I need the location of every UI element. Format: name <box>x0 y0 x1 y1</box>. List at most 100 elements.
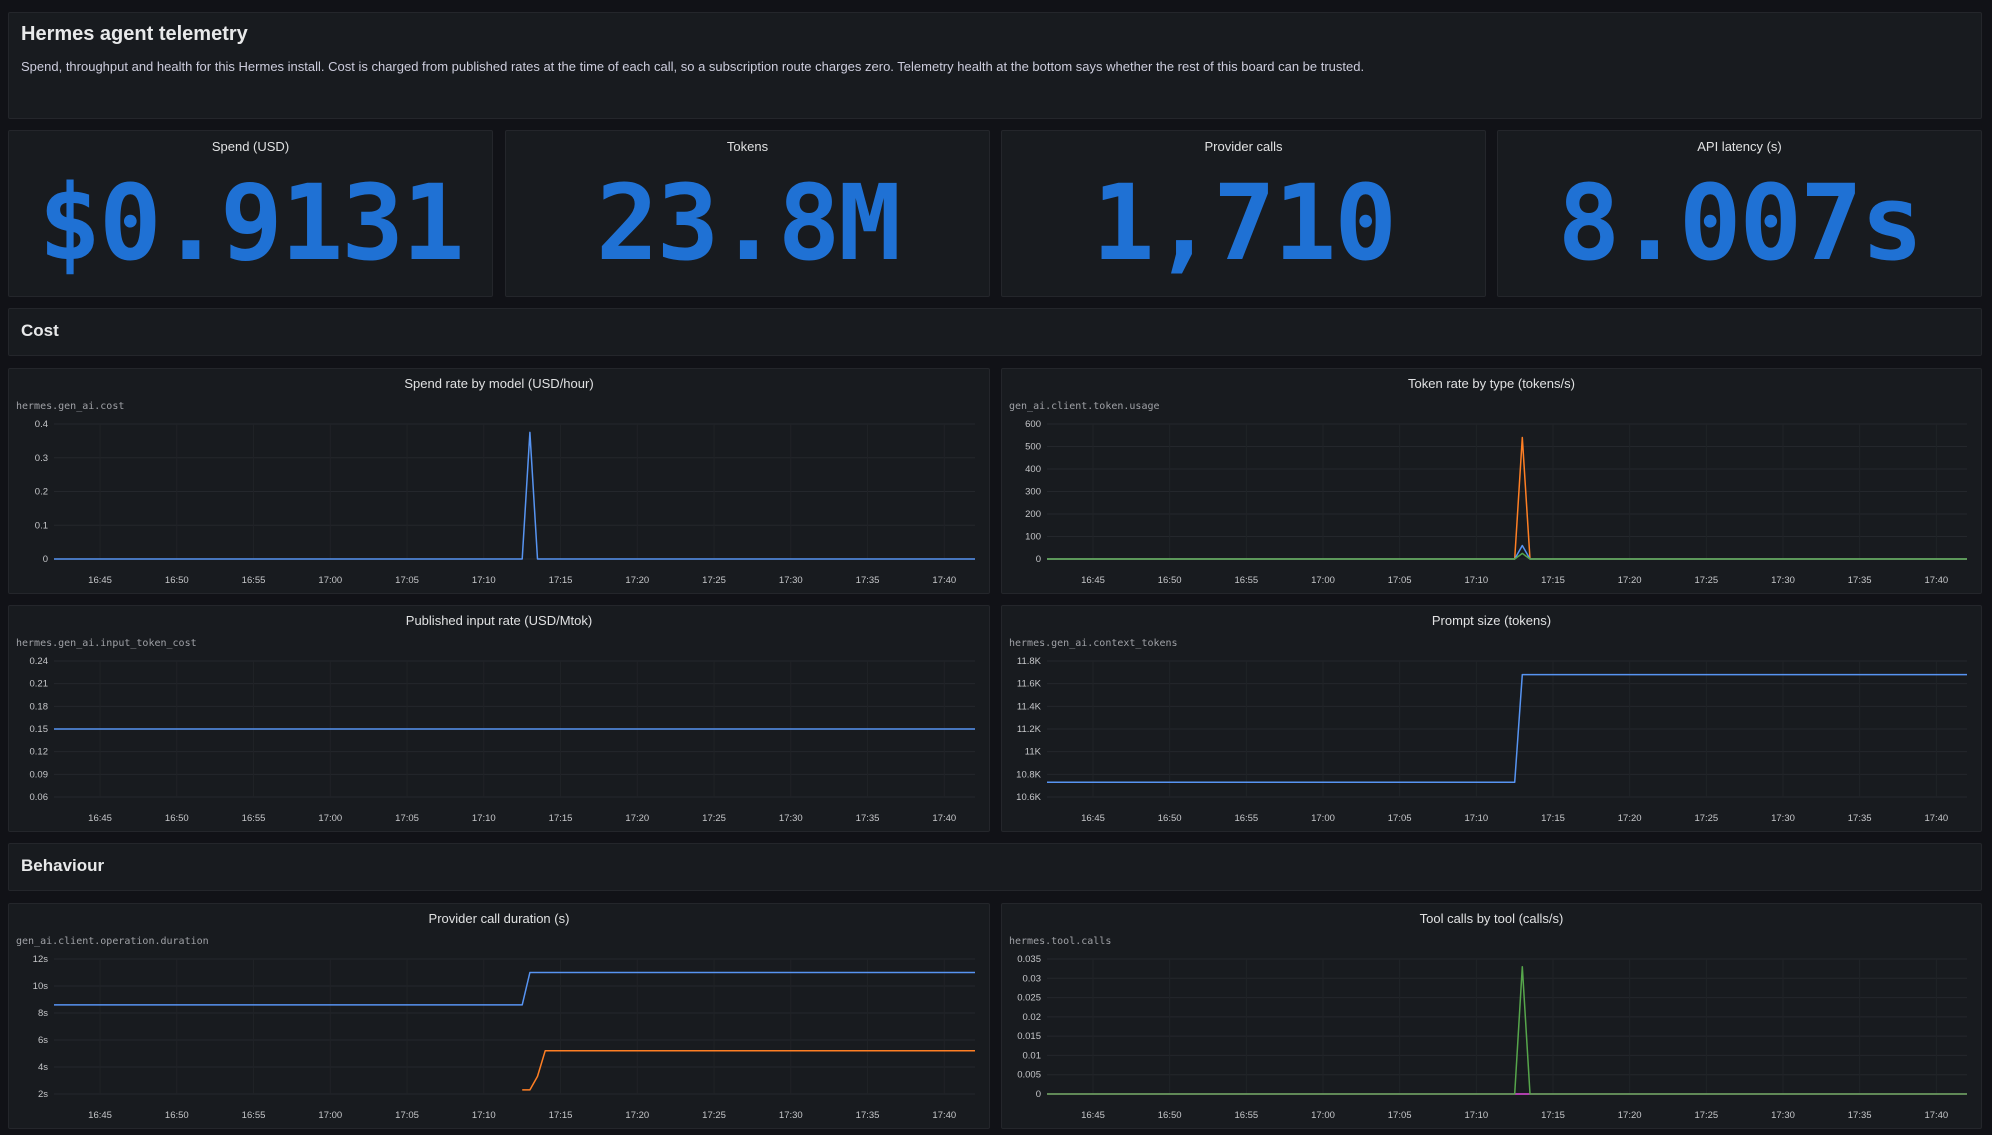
x-tick-label: 16:55 <box>242 575 266 586</box>
x-tick-label: 17:25 <box>702 575 726 586</box>
x-tick-label: 17:40 <box>932 813 956 824</box>
chart-panel-prompt-size[interactable]: Prompt size (tokens) hermes.gen_ai.conte… <box>1001 605 1982 832</box>
x-tick-label: 17:00 <box>318 575 342 586</box>
x-tick-label: 17:15 <box>1541 1110 1565 1121</box>
y-tick-label: 11.6K <box>1017 679 1042 690</box>
stat-label: Spend (USD) <box>211 139 290 154</box>
y-tick-label: 2s <box>38 1089 48 1100</box>
x-tick-label: 17:35 <box>1848 1110 1872 1121</box>
x-tick-label: 16:50 <box>1158 813 1182 824</box>
x-tick-label: 16:45 <box>88 813 112 824</box>
x-tick-label: 16:45 <box>1081 813 1105 824</box>
y-tick-label: 0.21 <box>30 679 49 690</box>
chart-title: Token rate by type (tokens/s) <box>1408 376 1575 391</box>
x-tick-label: 16:50 <box>1158 575 1182 586</box>
x-tick-label: 16:55 <box>1234 575 1258 586</box>
stat-panel-api-latency[interactable]: API latency (s) 8.007s <box>1497 130 1982 297</box>
stat-label: API latency (s) <box>1697 139 1782 154</box>
section-row-cost[interactable]: Cost <box>8 308 1982 356</box>
x-tick-label: 17:40 <box>932 575 956 586</box>
chart-title: Published input rate (USD/Mtok) <box>405 613 593 628</box>
x-tick-label: 17:05 <box>1388 813 1412 824</box>
dashboard-header-panel: Hermes agent telemetry Spend, throughput… <box>8 12 1982 119</box>
series-line <box>1047 436 1967 560</box>
y-tick-label: 11.8K <box>1017 656 1042 667</box>
dashboard-title: Hermes agent telemetry <box>21 23 248 45</box>
x-tick-label: 17:35 <box>1848 813 1872 824</box>
y-tick-label: 500 <box>1025 442 1041 453</box>
stat-panel-provider-calls[interactable]: Provider calls 1,710 <box>1001 130 1486 297</box>
x-tick-label: 16:50 <box>1158 1110 1182 1121</box>
y-tick-label: 0.035 <box>1017 954 1041 965</box>
chart-plot-area: 0 0.1 0.2 0.3 0.4 16:45 16:50 16:55 17:00 17:05 17… <box>35 419 975 586</box>
x-tick-label: 16:45 <box>88 575 112 586</box>
x-tick-label: 17:30 <box>1771 813 1795 824</box>
y-tick-label: 10.8K <box>1016 769 1041 780</box>
chart-panel-tool-calls[interactable]: Tool calls by tool (calls/s) hermes.tool… <box>1001 903 1982 1129</box>
chart-panel-call-duration[interactable]: Provider call duration (s) gen_ai.client… <box>8 903 990 1129</box>
x-tick-label: 17:10 <box>472 813 496 824</box>
stat-value: $0.9131 <box>38 162 464 284</box>
y-tick-label: 0.03 <box>1023 973 1042 984</box>
x-tick-label: 17:10 <box>1464 575 1488 586</box>
y-tick-label: 11K <box>1025 747 1042 758</box>
y-tick-label: 4s <box>38 1062 48 1073</box>
y-tick-label: 8s <box>38 1008 48 1019</box>
x-tick-label: 16:55 <box>242 813 266 824</box>
x-tick-label: 17:15 <box>549 1110 573 1121</box>
x-tick-label: 17:20 <box>1618 813 1642 824</box>
y-tick-label: 0.1 <box>35 520 48 531</box>
chart-plot-area: 2s 4s 6s 8s 10s 12s 16:45 16:50 16:55 17:00 17:05 1… <box>33 954 975 1121</box>
x-tick-label: 16:45 <box>88 1110 112 1121</box>
y-tick-label: 11.2K <box>1017 724 1042 735</box>
section-row-behaviour[interactable]: Behaviour <box>8 843 1982 891</box>
chart-panel-input-rate[interactable]: Published input rate (USD/Mtok) hermes.g… <box>8 605 990 832</box>
x-tick-label: 17:15 <box>1541 575 1565 586</box>
x-tick-label: 17:15 <box>1541 813 1565 824</box>
x-tick-label: 17:20 <box>625 575 649 586</box>
y-tick-label: 0.18 <box>30 701 49 712</box>
y-tick-label: 10s <box>33 981 49 992</box>
chart-title: Prompt size (tokens) <box>1431 613 1552 628</box>
x-tick-label: 16:50 <box>165 1110 189 1121</box>
x-tick-label: 17:10 <box>472 1110 496 1121</box>
x-tick-label: 17:35 <box>856 1110 880 1121</box>
metric-name: gen_ai.client.operation.duration <box>16 936 209 947</box>
x-tick-label: 17:05 <box>395 1110 419 1121</box>
y-tick-label: 400 <box>1025 464 1041 475</box>
chart-plot-area: 0.06 0.09 0.12 0.15 0.18 0.21 0.24 16:45 16:50 16… <box>30 656 975 824</box>
x-tick-label: 17:15 <box>549 575 573 586</box>
series-line <box>522 1050 975 1091</box>
y-tick-label: 0.15 <box>30 724 49 735</box>
x-tick-label: 17:10 <box>1464 1110 1488 1121</box>
y-tick-label: 0.02 <box>1023 1012 1042 1023</box>
y-tick-label: 11.4K <box>1017 701 1042 712</box>
y-tick-label: 0 <box>1036 1089 1041 1100</box>
y-tick-label: 0.24 <box>30 656 49 667</box>
x-tick-label: 17:35 <box>1848 575 1872 586</box>
x-tick-label: 17:35 <box>856 575 880 586</box>
y-tick-label: 0.3 <box>35 453 48 464</box>
y-tick-label: 300 <box>1025 487 1041 498</box>
y-tick-label: 0.09 <box>30 769 49 780</box>
x-tick-label: 17:05 <box>395 813 419 824</box>
x-tick-label: 17:40 <box>1924 575 1948 586</box>
x-tick-label: 17:40 <box>932 1110 956 1121</box>
stat-panel-spend[interactable]: Spend (USD) $0.9131 <box>8 130 493 297</box>
stat-label: Tokens <box>726 139 769 154</box>
x-tick-label: 17:25 <box>702 1110 726 1121</box>
x-tick-label: 17:35 <box>856 813 880 824</box>
chart-panel-token-rate[interactable]: Token rate by type (tokens/s) gen_ai.cli… <box>1001 368 1982 594</box>
x-tick-label: 16:50 <box>165 813 189 824</box>
x-tick-label: 17:20 <box>1618 1110 1642 1121</box>
chart-title: Spend rate by model (USD/hour) <box>404 376 594 391</box>
x-tick-label: 16:45 <box>1081 1110 1105 1121</box>
metric-name: hermes.gen_ai.cost <box>16 401 125 412</box>
metric-name: hermes.tool.calls <box>1009 936 1112 947</box>
y-tick-label: 0.025 <box>1017 993 1041 1004</box>
stat-value: 8.007s <box>1557 162 1924 284</box>
x-tick-label: 17:40 <box>1924 1110 1948 1121</box>
x-tick-label: 17:30 <box>779 1110 803 1121</box>
chart-panel-spend-rate[interactable]: Spend rate by model (USD/hour) hermes.ge… <box>8 368 990 594</box>
stat-panel-tokens[interactable]: Tokens 23.8M <box>505 130 990 297</box>
